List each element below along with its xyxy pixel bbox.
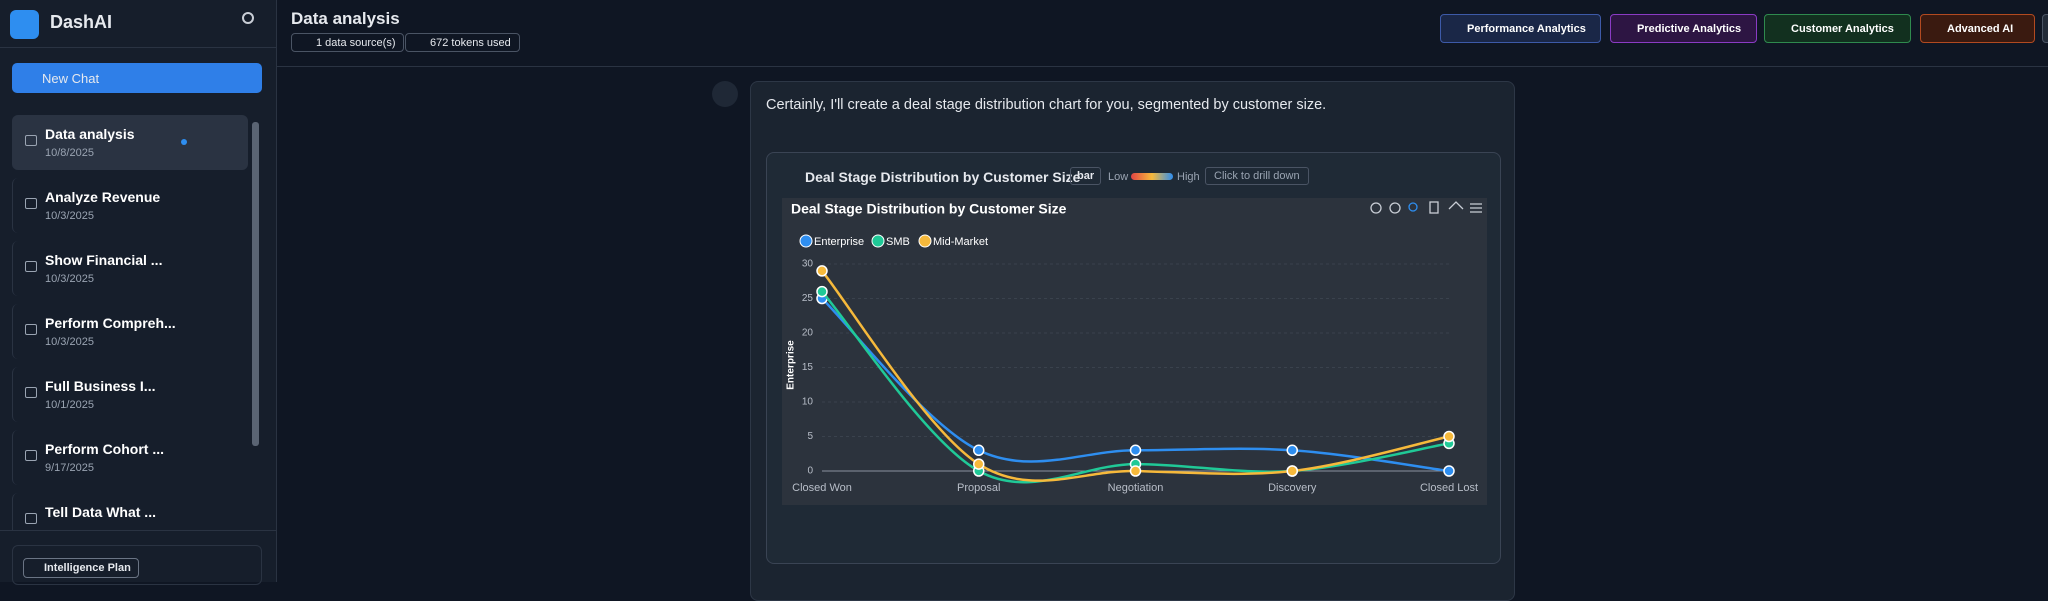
new-chat-button[interactable]: New Chat [12, 63, 262, 93]
data-point [816, 285, 828, 298]
message-text: Certainly, I'll create a deal stage dist… [766, 97, 1327, 113]
chat-date: 10/3/2025 [45, 336, 94, 348]
chat-icon [25, 450, 37, 461]
x-tick-label: Negotiation [1108, 482, 1164, 494]
chat-title: Perform Compreh... [45, 315, 176, 331]
data-point [973, 458, 985, 470]
y-tick-label: 10 [802, 397, 814, 408]
chat-item[interactable]: Analyze Revenue 10/3/2025 [12, 178, 248, 233]
chat-title: Show Financial ... [45, 252, 163, 268]
data-point [1443, 430, 1455, 443]
chart-card: Deal Stage Distribution by Customer Size… [766, 152, 1501, 564]
divider [0, 530, 277, 531]
series-line [821, 270, 1450, 482]
scale-bar [1131, 173, 1173, 180]
type-badge: bar [1070, 167, 1102, 185]
chat-date: 10/3/2025 [45, 273, 94, 285]
chat-icon [25, 324, 37, 335]
chat-icon [25, 135, 37, 146]
legend-label: Enterprise [814, 236, 864, 248]
legend-label: SMB [886, 236, 910, 248]
y-tick-label: 20 [802, 328, 814, 339]
card-title: Deal Stage Distribution by Customer Size [805, 169, 1081, 185]
y-tick-label: 25 [802, 293, 814, 304]
chat-date: 10/1/2025 [45, 399, 94, 411]
legend-high: High [1177, 171, 1200, 183]
logo [10, 10, 39, 39]
data-point [1286, 444, 1298, 457]
sidebar: DashAI New Chat Data analysis 10/8/2025 An… [0, 0, 277, 585]
chat-icon [25, 387, 37, 398]
menu-button[interactable]: Predictive Analytics [1610, 14, 1757, 43]
data-point [1129, 465, 1142, 477]
chat-title: Analyze Revenue [45, 189, 161, 205]
menu-button[interactable]: Performance Analytics [1440, 14, 1601, 43]
chat-item[interactable]: Perform Cohort ... 9/17/2025 [12, 430, 248, 485]
divider [0, 47, 277, 48]
y-tick-label: 5 [807, 431, 813, 442]
menu-button[interactable] [2042, 14, 2048, 43]
chart-title: Deal Stage Distribution by Customer Size [791, 201, 1067, 217]
chat-date: 10/3/2025 [45, 210, 94, 222]
series-line [821, 290, 1450, 484]
drill-button[interactable]: Click to drill down [1205, 167, 1309, 185]
x-tick-label: Discovery [1268, 482, 1317, 494]
x-tick-label: Closed Won [792, 482, 852, 494]
chat-item[interactable]: Full Business I... 10/1/2025 [12, 367, 248, 422]
legend-marker [918, 234, 932, 248]
chat-title: Perform Cohort ... [45, 441, 165, 457]
legend-marker [871, 234, 885, 248]
y-axis-label: Enterprise [786, 340, 797, 390]
page-title: Data analysis [291, 9, 400, 28]
data-point [1443, 465, 1455, 477]
x-tick-label: Proposal [957, 482, 1000, 494]
active-dot [181, 139, 187, 145]
x-tick-label: Closed Lost [1420, 482, 1478, 494]
chart: Deal Stage Distribution by Customer Size… [782, 198, 1487, 505]
legend-marker [799, 234, 813, 248]
header-divider [277, 66, 2048, 67]
legend-label: Mid-Market [933, 236, 988, 248]
badge: 1 data source(s) [291, 33, 405, 52]
chart-toolbar [1370, 201, 1482, 214]
menu-button[interactable]: Advanced AI [1920, 14, 2035, 43]
chat-icon [25, 261, 37, 272]
chat-item[interactable]: Tell Data What ... [12, 493, 248, 530]
plan-badge[interactable]: Intelligence Plan [23, 558, 139, 578]
y-tick-label: 0 [807, 466, 813, 477]
scrollbar [252, 122, 259, 446]
chat-title: Full Business I... [45, 378, 156, 394]
chat-item[interactable]: Data analysis 10/8/2025 [12, 115, 248, 170]
data-point [1129, 444, 1142, 457]
chat-item[interactable]: Show Financial ... 10/3/2025 [12, 241, 248, 296]
theme-toggle[interactable] [242, 12, 254, 24]
data-point [816, 265, 828, 277]
chat-item[interactable]: Perform Compreh... 10/3/2025 [12, 304, 248, 359]
y-tick-label: 30 [802, 259, 814, 270]
chat-icon [25, 198, 37, 209]
chat-date: 10/8/2025 [45, 147, 94, 159]
menu-button[interactable]: Customer Analytics [1764, 14, 1911, 43]
data-point [1286, 465, 1298, 477]
chat-title: Tell Data What ... [45, 504, 156, 520]
bot-avatar [712, 81, 738, 107]
chat-list: Data analysis 10/8/2025 Analyze Revenue 10/… [0, 110, 277, 530]
message-bubble: Certainly, I'll create a deal stage dist… [750, 81, 1515, 601]
badge: 672 tokens used [405, 33, 520, 52]
chat-title: Data analysis [45, 126, 135, 142]
chat-icon [25, 513, 37, 524]
y-tick-label: 15 [802, 362, 814, 373]
chat-date: 9/17/2025 [45, 462, 94, 474]
data-point [973, 444, 985, 457]
plan-card: Intelligence Plan [12, 545, 262, 585]
app-name: DashAI [50, 12, 113, 32]
legend-low: Low [1108, 171, 1129, 183]
